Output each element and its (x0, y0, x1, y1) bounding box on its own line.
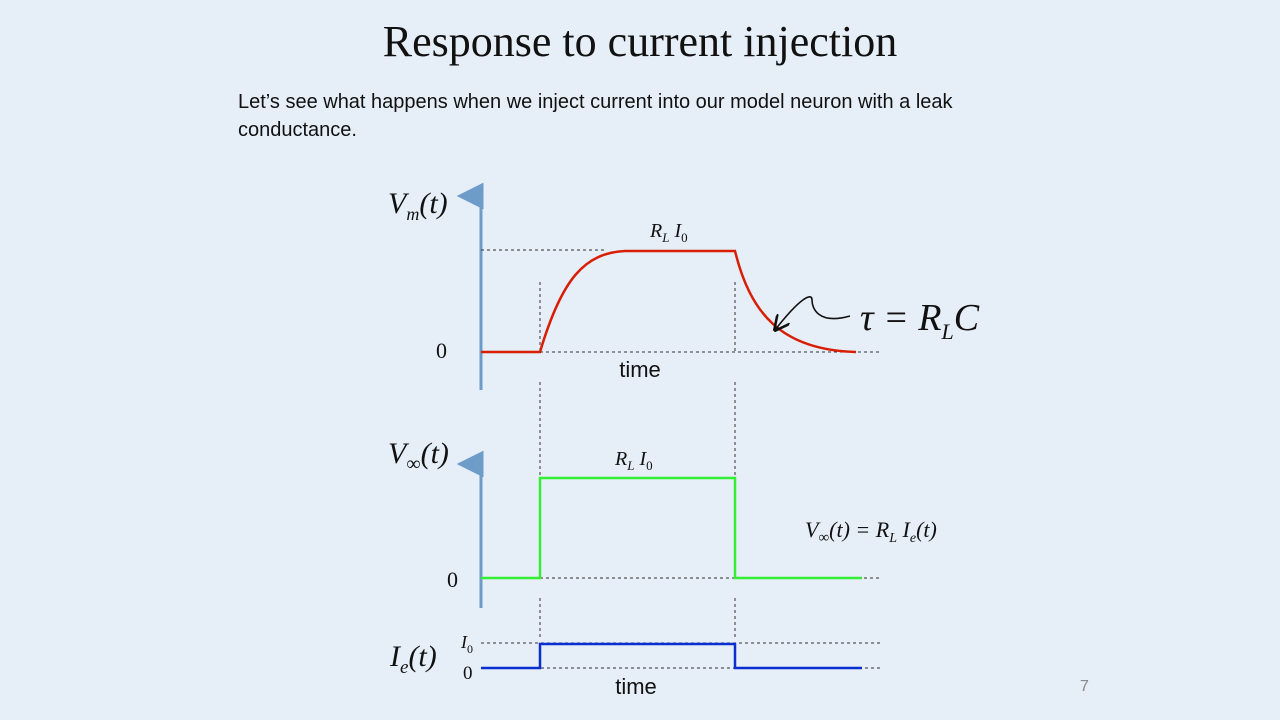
vm-panel: Vm(t) 0 RL I0 time τ = RLC (388, 182, 980, 390)
page-number: 7 (1080, 678, 1089, 695)
vinf-step-trace (481, 476, 862, 580)
ie-panel: Ie(t) I0 0 time (389, 598, 880, 699)
ie-x-label: time (615, 674, 657, 699)
vm-y-label: Vm(t) (388, 187, 448, 224)
vm-x-label: time (619, 357, 661, 382)
vm-zero-label: 0 (436, 338, 447, 363)
vinf-level-label: RL I0 (614, 448, 653, 473)
ie-y-label: Ie(t) (389, 640, 437, 678)
ie-zero-label: 0 (463, 663, 473, 684)
tau-annotation-arrow (775, 296, 851, 330)
vinf-equation: V∞(t) = RL Ie(t) (805, 517, 937, 546)
vm-response-trace (481, 249, 857, 354)
intro-text: Let’s see what happens when we inject cu… (238, 91, 953, 141)
ie-top-tick-label: I0 (460, 632, 473, 656)
vinf-panel: V∞(t) 0 RL I0 V∞(t) = RL Ie(t) (388, 382, 937, 608)
vinf-zero-label: 0 (447, 567, 458, 592)
slide-title: Response to current injection (382, 17, 898, 66)
ie-step-trace (481, 642, 862, 670)
vm-plateau-label: RL I0 (649, 220, 688, 245)
tau-equation: τ = RLC (860, 297, 980, 344)
vinf-y-label: V∞(t) (388, 437, 449, 475)
